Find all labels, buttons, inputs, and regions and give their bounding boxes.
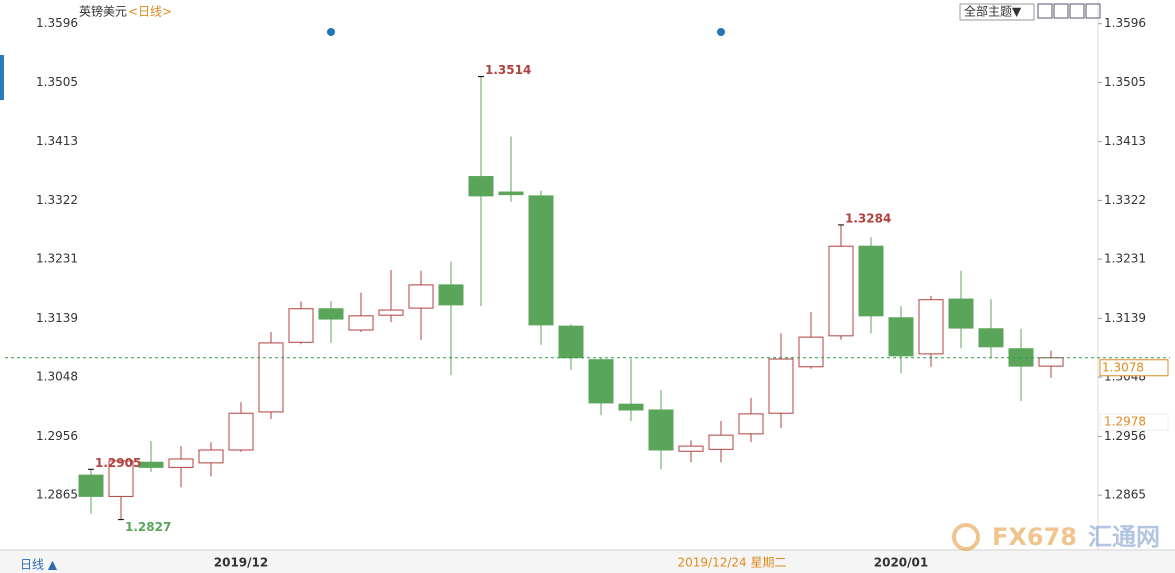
- y-tick-label: 1.3596: [36, 16, 78, 30]
- candle-body: [918, 299, 944, 355]
- candle-body: [228, 412, 254, 451]
- y2-tick-label: 1.3413: [1104, 134, 1146, 148]
- x-tick-label: 2020/01: [874, 556, 928, 570]
- y-tick-label: 1.3505: [36, 75, 78, 89]
- candle-body: [438, 284, 464, 306]
- bottom-bar: [0, 551, 1175, 573]
- y-tick-label: 1.3231: [36, 252, 78, 266]
- candle-body: [948, 298, 974, 329]
- y2-tick-label: 1.3139: [1104, 311, 1146, 325]
- candle-body: [318, 308, 344, 320]
- watermark-name: 汇通网: [1088, 523, 1160, 551]
- candle-body: [468, 176, 494, 197]
- annotation-label: 1.3514: [485, 63, 531, 77]
- crosshair-price-label: 1.2978: [1104, 415, 1146, 429]
- watermark: FX678 汇通网: [952, 523, 1160, 551]
- y-tick-label: 1.2956: [36, 429, 78, 443]
- annotation-label: 1.2827: [125, 520, 171, 534]
- annotation-label: 1.2905: [95, 456, 141, 470]
- theme-button-label[interactable]: 全部主题▼: [964, 4, 1022, 19]
- candle-body: [828, 245, 854, 337]
- y-tick-label: 1.3322: [36, 193, 78, 207]
- y-tick-label: 1.2865: [36, 488, 78, 502]
- last-price-label: 1.3078: [1102, 360, 1144, 374]
- candle-body: [498, 191, 524, 196]
- toolbar-icons[interactable]: [1037, 3, 1101, 19]
- y2-tick-label: 1.3231: [1104, 252, 1146, 266]
- candle-body: [138, 461, 164, 468]
- candle-body: [738, 413, 764, 435]
- crosshair-price-box: [1099, 413, 1169, 431]
- y2-tick-label: 1.2956: [1104, 429, 1146, 443]
- last-price-box: [1099, 359, 1169, 377]
- annotation-label: 1.3284: [845, 211, 891, 225]
- candle-body: [378, 309, 404, 316]
- crosshair-date: 2019/12/24 星期二: [678, 556, 787, 570]
- event-marker[interactable]: [327, 28, 335, 36]
- candle-body: [768, 358, 794, 414]
- candle-body: [108, 460, 134, 497]
- y-tick-label: 1.3413: [36, 134, 78, 148]
- candle-body: [588, 359, 614, 404]
- candle-body: [1038, 357, 1064, 367]
- x-tick-label: 2019/12: [214, 556, 268, 570]
- candle-body: [888, 317, 914, 357]
- y2-tick-label: 1.2865: [1104, 488, 1146, 502]
- candle-body: [258, 342, 284, 413]
- period-tag[interactable]: <日线>: [128, 5, 172, 19]
- event-marker[interactable]: [717, 28, 725, 36]
- candle-body: [288, 308, 314, 343]
- theme-button[interactable]: [959, 3, 1035, 21]
- candle-body: [618, 403, 644, 411]
- candle-body: [78, 474, 104, 497]
- candle-body: [528, 195, 554, 326]
- candle-body: [678, 445, 704, 452]
- candle-body: [798, 336, 824, 368]
- y2-tick-label: 1.3322: [1104, 193, 1146, 207]
- candle-body: [708, 434, 734, 450]
- candle-body: [858, 245, 884, 317]
- side-strip: [0, 55, 4, 100]
- y2-tick-label: 1.3505: [1104, 75, 1146, 89]
- y2-tick-label: 1.3596: [1104, 16, 1146, 30]
- candle-body: [168, 458, 194, 468]
- chart-title: 英镑美元: [79, 4, 127, 19]
- y-tick-label: 1.3048: [36, 370, 78, 384]
- candle-body: [348, 315, 374, 331]
- candle-body: [408, 284, 434, 309]
- candle-body: [558, 325, 584, 359]
- watermark-brand: FX678: [992, 523, 1077, 551]
- candle-body: [198, 449, 224, 464]
- period-button[interactable]: 日线 ▲: [20, 558, 58, 572]
- candle-body: [648, 409, 674, 451]
- candle-body: [978, 328, 1004, 348]
- y-tick-label: 1.3139: [36, 311, 78, 325]
